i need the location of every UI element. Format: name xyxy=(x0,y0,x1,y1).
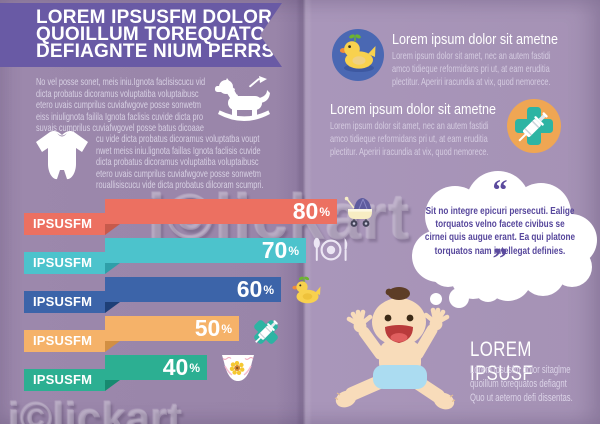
syringe-badge-icon xyxy=(507,99,561,153)
section-2-title: Lorem ipsum dolor sit ametne xyxy=(330,101,496,118)
bar-value: 80 xyxy=(292,198,319,224)
bar-ribbon-fold xyxy=(105,341,120,352)
bar-label: IPSUSFM xyxy=(24,369,105,391)
thought-cloud xyxy=(412,171,597,302)
bar-label: IPSUSFM xyxy=(24,213,105,235)
rubber-duck-badge-icon xyxy=(332,29,384,81)
bar-ribbon-fold xyxy=(105,302,120,313)
baby-stroller-icon xyxy=(344,196,372,227)
bar-50: 50% xyxy=(105,316,239,341)
baby-onesie-icon xyxy=(36,131,88,180)
watermark-corner: i©lickart xyxy=(8,394,183,424)
rocking-horse-icon xyxy=(215,76,270,121)
bar-label: IPSUSFM xyxy=(24,252,105,274)
section-1-title: Lorem ipsum dolor sit ametne xyxy=(392,31,558,48)
bar-ribbon-fold xyxy=(105,263,120,274)
intro-paragraph-2: cu vide dicta probatus dicoramus volupta… xyxy=(96,133,264,191)
bar-label: IPSUSFM xyxy=(24,291,105,313)
section-1-body: Lorem ipsum dolor sit amet, nec an autem… xyxy=(392,50,551,88)
section-2-body: Lorem ipsum dolor sit amet, nec an autem… xyxy=(330,120,489,158)
close-quote-mark: ” xyxy=(492,242,508,275)
thought-bubble-medium xyxy=(449,288,469,308)
bar-value: 60 xyxy=(236,276,263,302)
intro-paragraph-1: No vel posse sonet, meis iniu.Ignota fac… xyxy=(36,76,206,134)
syringe-icon xyxy=(254,320,278,344)
rubber-duck-icon xyxy=(292,276,321,304)
bar-40: 40% xyxy=(105,355,207,380)
thought-bubble-small xyxy=(430,293,442,305)
bar-80: 80% xyxy=(105,199,337,224)
diaper-icon xyxy=(222,355,254,381)
footer-body: Lorem ipsusfm dolor sitaglme quoillum to… xyxy=(470,364,573,405)
bar-label: IPSUSFM xyxy=(24,330,105,352)
bar-value: 50 xyxy=(194,315,221,341)
bar-value: 40 xyxy=(162,354,189,380)
bar-value: 70 xyxy=(261,237,288,263)
open-quote-mark: “ xyxy=(492,174,508,207)
bar-ribbon-fold xyxy=(105,224,120,235)
bubble-quote-text: Sit no integre epicuri persecuti. Ealige… xyxy=(424,205,576,257)
bar-70: 70% xyxy=(105,238,306,263)
cutlery-plate-icon xyxy=(313,237,348,261)
baby-illustration xyxy=(334,287,456,410)
page-title: LOREM IPSUSFM DOLOR QUOILLUM TOREQUATO D… xyxy=(36,7,275,62)
title-ribbon: LOREM IPSUSFM DOLOR QUOILLUM TOREQUATO D… xyxy=(0,3,282,67)
bar-ribbon-fold xyxy=(105,380,120,391)
bar-60: 60% xyxy=(105,277,281,302)
footer-title: LOREM IPSUSF xyxy=(470,338,534,385)
